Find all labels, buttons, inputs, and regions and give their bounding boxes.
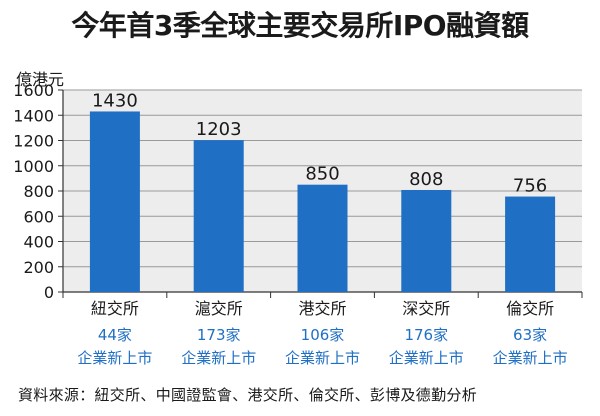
x-tick-label: 紐交所 [91, 299, 139, 318]
annotation-text: 企業新上市 [77, 349, 152, 367]
x-tick-label: 倫交所 [506, 299, 554, 318]
bar [505, 196, 556, 292]
y-tick-label: 1400 [13, 106, 54, 125]
annotation-count: 173家 [197, 326, 241, 344]
bar [89, 111, 140, 293]
y-tick-label: 0 [44, 283, 54, 302]
y-tick-label: 600 [23, 207, 54, 226]
y-tick-label: 400 [23, 233, 54, 252]
annotation-count: 106家 [301, 326, 345, 344]
x-tick-label: 深交所 [402, 299, 450, 318]
annotation-count: 44家 [98, 326, 132, 344]
annotation-text: 企業新上市 [389, 349, 464, 367]
y-tick-label: 1600 [13, 81, 54, 100]
annotation-text: 企業新上市 [181, 349, 256, 367]
x-tick-label: 滬交所 [195, 299, 243, 318]
data-label: 850 [305, 164, 339, 185]
data-label: 756 [513, 176, 547, 197]
data-label: 808 [409, 169, 443, 190]
y-axis-unit-label: 億港元 [16, 70, 65, 89]
bar [297, 184, 348, 292]
data-label: 1203 [196, 119, 242, 140]
chart-title: 今年首3季全球主要交易所IPO融資額 [71, 9, 529, 42]
annotation-count: 63家 [513, 326, 547, 344]
data-label: 1430 [92, 90, 138, 111]
y-tick-label: 800 [23, 182, 54, 201]
annotation-text: 企業新上市 [285, 349, 360, 367]
y-tick-label: 200 [23, 258, 54, 277]
y-tick-label: 1200 [13, 132, 54, 151]
y-tick-label: 1000 [13, 157, 54, 176]
bar [401, 189, 452, 292]
bar [193, 140, 244, 292]
annotation-count: 176家 [404, 326, 448, 344]
source-note: 資料來源：紐交所、中國證監會、港交所、倫交所、彭博及德勤分析 [18, 386, 478, 404]
annotation-text: 企業新上市 [493, 349, 568, 367]
x-tick-label: 港交所 [298, 299, 346, 318]
